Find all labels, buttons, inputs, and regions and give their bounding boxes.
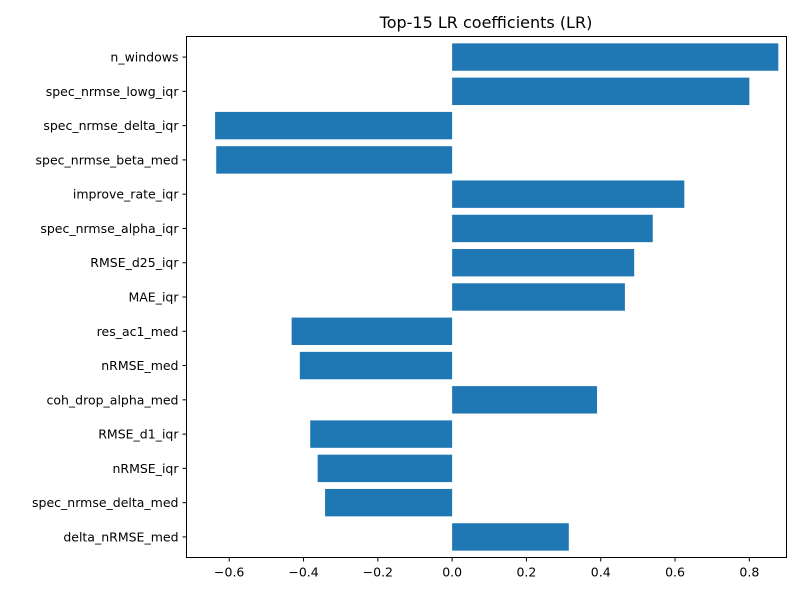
y-tick-label: improve_rate_iqr	[73, 187, 179, 202]
bar-nRMSE_iqr	[317, 454, 453, 483]
x-tick-label: −0.2	[363, 565, 393, 580]
bar-coh_drop_alpha_med	[452, 386, 598, 414]
x-tick-label: −0.4	[288, 565, 318, 580]
bar-nRMSE_med	[299, 351, 453, 380]
plot-frame	[186, 36, 787, 558]
x-axis-ticks: −0.6 −0.4 −0.2 0.0 0.2 0.4 0.6 0.8	[214, 557, 759, 580]
y-tick-label: RMSE_d25_iqr	[90, 255, 179, 270]
bar-improve_rate_iqr	[452, 180, 685, 208]
bar-spec_nrmse_delta_med	[325, 488, 453, 517]
x-tick-label: 0.2	[516, 565, 536, 580]
bars-group	[215, 43, 779, 551]
y-tick-label: spec_nrmse_alpha_iqr	[40, 221, 179, 236]
y-axis-ticks: n_windows spec_nrmse_lowg_iqr spec_nrmse_d…	[32, 50, 187, 544]
bar-res_ac1_med	[291, 317, 453, 345]
y-tick-label: n_windows	[110, 50, 178, 65]
y-tick-label: spec_nrmse_delta_iqr	[43, 118, 179, 133]
bar-delta_nRMSE_med	[452, 523, 569, 551]
x-tick-label: 0.6	[665, 565, 685, 580]
bar-RMSE_d1_iqr	[310, 420, 453, 448]
bar-n_windows	[452, 43, 779, 71]
bar-spec_nrmse_alpha_iqr	[452, 214, 653, 243]
y-tick-label: nRMSE_iqr	[112, 461, 179, 476]
bar-spec_nrmse_delta_iqr	[215, 111, 453, 140]
y-tick-label: spec_nrmse_delta_med	[32, 495, 178, 510]
x-tick-label: 0.4	[591, 565, 611, 580]
y-tick-label: delta_nRMSE_med	[63, 529, 178, 544]
x-tick-label: −0.6	[214, 565, 244, 580]
bar-spec_nrmse_beta_med	[216, 146, 453, 174]
y-tick-label: MAE_iqr	[128, 290, 179, 305]
y-tick-label: RMSE_d1_iqr	[98, 427, 179, 442]
y-tick-label: coh_drop_alpha_med	[46, 392, 178, 407]
x-tick-label: 0.0	[442, 565, 462, 580]
y-tick-label: nRMSE_med	[101, 358, 178, 373]
y-tick-label: spec_nrmse_beta_med	[36, 152, 179, 167]
x-tick-label: 0.8	[739, 565, 759, 580]
bar-RMSE_d25_iqr	[452, 249, 635, 277]
y-tick-label: spec_nrmse_lowg_iqr	[46, 84, 180, 99]
bar-MAE_iqr	[452, 283, 625, 311]
bar-spec_nrmse_lowg_iqr	[452, 77, 750, 106]
y-tick-label: res_ac1_med	[97, 324, 179, 339]
chart-title: Top-15 LR coefficients (LR)	[379, 13, 593, 32]
